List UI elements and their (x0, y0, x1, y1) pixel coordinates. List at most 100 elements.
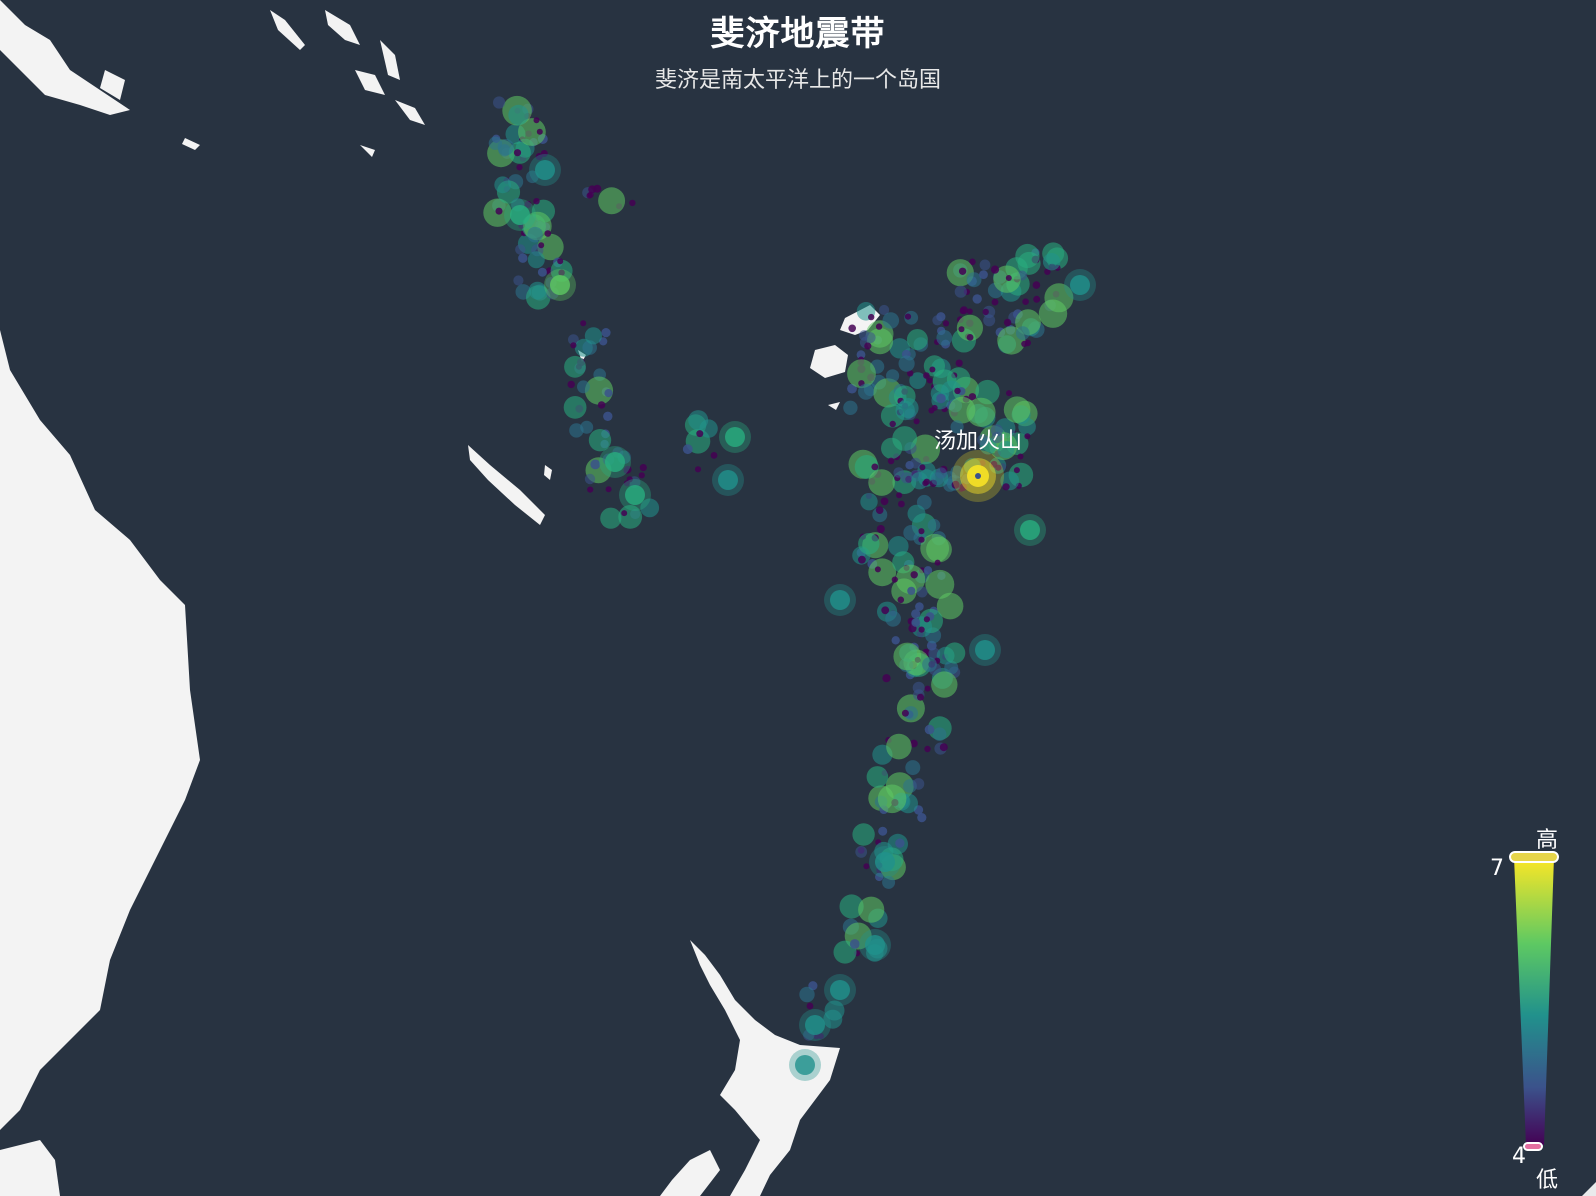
earthquake-point[interactable] (537, 267, 547, 277)
earthquake-point[interactable] (868, 469, 895, 496)
earthquake-point[interactable] (923, 566, 933, 575)
earthquake-point[interactable] (588, 429, 612, 452)
earthquake-point[interactable] (911, 609, 921, 619)
earthquake-point[interactable] (923, 616, 931, 623)
earthquake-point[interactable] (917, 693, 924, 701)
earthquake-point[interactable] (882, 674, 891, 683)
earthquake-point[interactable] (603, 411, 613, 421)
earthquake-point[interactable] (696, 430, 704, 438)
earthquake-point[interactable] (1032, 281, 1041, 289)
earthquake-point[interactable] (951, 480, 960, 489)
earthquake-point[interactable] (929, 366, 936, 373)
earthquake-point[interactable] (858, 383, 874, 400)
earthquake-point-major[interactable] (725, 427, 745, 447)
earthquake-point[interactable] (969, 258, 976, 266)
earthquake-point[interactable] (1021, 340, 1028, 347)
earthquake-point[interactable] (956, 314, 984, 341)
earthquake-point-major[interactable] (510, 205, 530, 225)
earthquake-point[interactable] (911, 618, 921, 627)
earthquake-point[interactable] (806, 1002, 814, 1010)
earthquake-point-major[interactable] (975, 640, 995, 660)
earthquake-point[interactable] (898, 500, 905, 508)
earthquake-point[interactable] (979, 259, 991, 271)
earthquake-point[interactable] (875, 323, 883, 330)
earthquake-point[interactable] (535, 153, 543, 160)
earthquake-point[interactable] (924, 724, 935, 735)
earthquake-point[interactable] (919, 464, 926, 471)
earthquake-point[interactable] (968, 393, 977, 401)
earthquake-point[interactable] (1006, 390, 1012, 397)
earthquake-point[interactable] (640, 498, 660, 518)
earthquake-point[interactable] (569, 423, 584, 438)
earthquake-point[interactable] (879, 304, 890, 316)
earthquake-point[interactable] (907, 504, 926, 523)
earthquake-point[interactable] (584, 327, 603, 345)
earthquake-point[interactable] (856, 350, 866, 360)
earthquake-point[interactable] (621, 510, 628, 517)
earthquake-point[interactable] (533, 117, 540, 124)
earthquake-point[interactable] (903, 706, 919, 721)
earthquake-point[interactable] (488, 136, 503, 150)
earthquake-point-major[interactable] (605, 452, 625, 472)
earthquake-point[interactable] (874, 566, 881, 573)
earthquake-point[interactable] (527, 226, 543, 243)
earthquake-point[interactable] (852, 823, 875, 846)
earthquake-point[interactable] (688, 410, 709, 431)
earthquake-point[interactable] (954, 285, 967, 298)
earthquake-point[interactable] (918, 536, 925, 543)
earthquake-point[interactable] (900, 472, 913, 484)
earthquake-point[interactable] (925, 569, 955, 599)
earthquake-point[interactable] (590, 459, 601, 470)
earthquake-point-major[interactable] (865, 935, 885, 955)
earthquake-point[interactable] (966, 334, 974, 341)
earthquake-point[interactable] (639, 464, 647, 472)
earthquake-point[interactable] (537, 233, 564, 261)
earthquake-point[interactable] (563, 396, 587, 419)
earthquake-point[interactable] (513, 275, 524, 286)
legend-gradient-bar[interactable] (1466, 810, 1596, 1196)
earthquake-point[interactable] (847, 359, 876, 389)
earthquake-point[interactable] (1015, 326, 1030, 340)
earthquake-point[interactable] (977, 434, 989, 446)
earthquake-point[interactable] (858, 896, 885, 923)
earthquake-point-major[interactable] (875, 852, 895, 872)
earthquake-point[interactable] (912, 778, 925, 790)
earthquake-point[interactable] (1044, 283, 1074, 313)
earthquake-point[interactable] (922, 657, 937, 672)
earthquake-point[interactable] (1024, 433, 1031, 440)
earthquake-point[interactable] (710, 452, 718, 459)
earthquake-point[interactable] (905, 760, 921, 776)
earthquake-point[interactable] (906, 329, 928, 350)
earthquake-point[interactable] (875, 872, 884, 882)
earthquake-point[interactable] (959, 307, 966, 315)
earthquake-point[interactable] (966, 397, 996, 427)
earthquake-point[interactable] (493, 96, 506, 109)
earthquake-point[interactable] (864, 332, 876, 344)
earthquake-point-major[interactable] (718, 470, 738, 490)
earthquake-point[interactable] (958, 326, 965, 333)
earthquake-point[interactable] (926, 536, 952, 563)
earthquake-point[interactable] (936, 393, 946, 404)
earthquake-point[interactable] (876, 525, 885, 533)
earthquake-point[interactable] (926, 377, 933, 384)
earthquake-point[interactable] (885, 610, 901, 627)
earthquake-point[interactable] (997, 440, 1015, 459)
earthquake-point[interactable] (889, 420, 896, 428)
earthquake-point[interactable] (584, 473, 596, 485)
earthquake-point-major[interactable] (1020, 520, 1040, 540)
legend-min-handle[interactable] (1523, 1142, 1543, 1151)
earthquake-point[interactable] (1017, 453, 1024, 460)
earthquake-point[interactable] (904, 313, 912, 320)
earthquake-point[interactable] (598, 187, 626, 215)
earthquake-point[interactable] (886, 733, 912, 760)
earthquake-point[interactable] (910, 739, 918, 748)
earthquake-point[interactable] (931, 671, 958, 698)
earthquake-point[interactable] (544, 230, 552, 237)
resize-handle-icon[interactable] (1582, 1182, 1596, 1196)
earthquake-point[interactable] (1002, 483, 1010, 491)
earthquake-point[interactable] (799, 986, 815, 1003)
earthquake-point[interactable] (516, 164, 523, 171)
earthquake-point[interactable] (624, 465, 632, 474)
earthquake-point-major[interactable] (830, 980, 850, 1000)
earthquake-point[interactable] (909, 372, 927, 389)
